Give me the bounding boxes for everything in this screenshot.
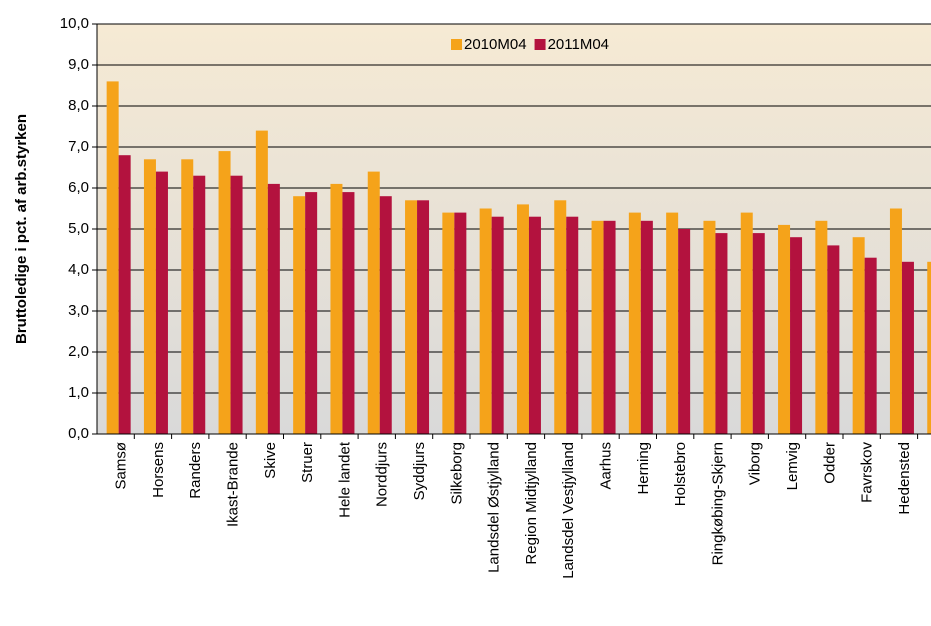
bar: [442, 212, 455, 434]
bar: [901, 261, 914, 434]
y-tick-label: 0,0: [68, 425, 89, 442]
bar: [218, 151, 231, 434]
bar: [566, 216, 579, 434]
x-tick-label: Herning: [635, 442, 652, 495]
y-tick-label: 2,0: [68, 343, 89, 360]
x-tick-label: Silkeborg: [448, 442, 465, 505]
bar: [342, 192, 355, 434]
x-tick-label: Lemvig: [784, 442, 801, 490]
bar: [864, 257, 877, 434]
x-tick-label: Randers: [187, 442, 204, 499]
y-tick-label: 1,0: [68, 384, 89, 401]
bar: [193, 175, 206, 434]
bar: [640, 220, 653, 434]
legend-swatch: [451, 39, 462, 50]
x-tick-label: Syddjurs: [411, 442, 428, 500]
bar: [293, 196, 306, 434]
bar: [143, 159, 156, 435]
y-tick-label: 7,0: [68, 138, 89, 155]
bar: [230, 175, 243, 434]
x-tick-label: Landsdel Østjylland: [486, 442, 503, 573]
bar: [628, 212, 641, 434]
bar: [790, 237, 803, 434]
bar: [181, 159, 194, 435]
x-tick-label: Region Midtjylland: [523, 442, 540, 565]
bar: [305, 192, 318, 434]
x-tick-label: Holstebro: [672, 442, 689, 506]
bar: [330, 183, 343, 434]
bar: [603, 220, 616, 434]
y-tick-label: 8,0: [68, 97, 89, 114]
y-tick-label: 4,0: [68, 261, 89, 278]
bar: [454, 212, 467, 434]
bar: [491, 216, 504, 434]
x-tick-label: Hele landet: [336, 441, 353, 518]
bar: [703, 220, 716, 434]
bar: [417, 200, 430, 434]
bar: [516, 204, 529, 434]
y-axis-label: Bruttoledige i pct. af arb.styrken: [13, 114, 30, 344]
bar: [255, 130, 268, 434]
x-tick-label: Skive: [262, 442, 279, 479]
bar: [815, 220, 828, 434]
legend-swatch: [534, 39, 546, 50]
bar: [927, 261, 931, 434]
legend-label: 2010M04: [464, 36, 527, 53]
x-tick-label: Norddjurs: [374, 442, 391, 507]
y-tick-label: 10,0: [60, 15, 89, 32]
bar: [678, 229, 691, 434]
legend-label: 2011M04: [548, 36, 609, 53]
bar: [778, 224, 791, 434]
bar: [379, 196, 392, 434]
bar: [405, 200, 418, 434]
bar: [666, 212, 679, 434]
x-tick-label: Landsdel Vestjylland: [560, 442, 577, 579]
y-tick-label: 9,0: [68, 56, 89, 73]
bar: [479, 208, 492, 434]
bar: [827, 245, 840, 434]
x-tick-label: Aarhus: [598, 442, 615, 490]
x-tick-label: Horsens: [150, 442, 167, 498]
x-tick-label: Hedensted: [896, 442, 913, 515]
x-tick-label: Ringkøbing-Skjern: [709, 442, 726, 565]
x-tick-label: Struer: [299, 442, 316, 483]
bar: [267, 183, 280, 434]
bar: [740, 212, 753, 434]
bar: [591, 220, 604, 434]
y-tick-label: 5,0: [68, 220, 89, 237]
x-tick-label: Ikast-Brande: [225, 442, 242, 527]
bar: [528, 216, 541, 434]
x-tick-label: Samsø: [113, 442, 130, 490]
bar: [106, 81, 119, 435]
bar: [715, 233, 728, 434]
bar: [155, 171, 168, 434]
x-tick-label: Favrskov: [859, 442, 876, 503]
bar: [118, 155, 131, 434]
y-tick-label: 3,0: [68, 302, 89, 319]
y-tick-label: 6,0: [68, 179, 89, 196]
bar: [889, 208, 902, 434]
x-tick-label: Odder: [821, 442, 838, 484]
bar: [852, 237, 865, 434]
bar: [752, 233, 765, 434]
x-tick-label: Viborg: [747, 442, 764, 485]
bar: [554, 200, 567, 434]
bar: [367, 171, 380, 434]
